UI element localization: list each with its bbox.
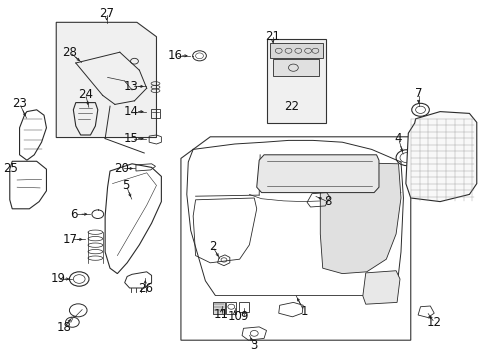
Text: 17: 17 — [62, 233, 77, 246]
Bar — [212, 302, 224, 314]
Text: 6: 6 — [70, 208, 78, 221]
Text: 19: 19 — [50, 273, 65, 285]
Polygon shape — [56, 22, 156, 138]
Text: 24: 24 — [78, 88, 93, 101]
Text: 26: 26 — [138, 282, 152, 295]
Text: 4: 4 — [394, 132, 402, 145]
Text: 12: 12 — [426, 316, 441, 329]
Text: 23: 23 — [12, 97, 27, 110]
Text: 15: 15 — [123, 132, 138, 145]
Polygon shape — [320, 162, 400, 274]
Bar — [150, 109, 160, 118]
Polygon shape — [256, 155, 378, 193]
Bar — [272, 59, 319, 76]
Text: 21: 21 — [265, 30, 280, 42]
Polygon shape — [405, 112, 476, 202]
Text: 2: 2 — [208, 240, 216, 253]
Text: 14: 14 — [123, 105, 138, 118]
Text: 20: 20 — [114, 162, 128, 175]
Text: 25: 25 — [3, 162, 18, 175]
Text: 3: 3 — [250, 339, 258, 352]
Text: 1: 1 — [300, 305, 307, 318]
Text: 13: 13 — [123, 80, 138, 93]
Bar — [267, 39, 325, 123]
Text: 10: 10 — [227, 310, 242, 323]
Text: 16: 16 — [167, 49, 182, 62]
Text: 27: 27 — [99, 7, 114, 20]
Text: 9: 9 — [240, 310, 248, 323]
Bar — [238, 302, 249, 312]
Bar — [226, 302, 236, 314]
Text: 8: 8 — [323, 195, 331, 208]
Text: 7: 7 — [414, 87, 422, 100]
Text: 28: 28 — [62, 46, 77, 59]
Polygon shape — [362, 271, 399, 304]
Text: 22: 22 — [284, 100, 298, 113]
Text: 5: 5 — [122, 179, 130, 192]
Bar — [269, 43, 322, 58]
Text: 11: 11 — [214, 309, 228, 321]
Text: 18: 18 — [57, 321, 72, 334]
